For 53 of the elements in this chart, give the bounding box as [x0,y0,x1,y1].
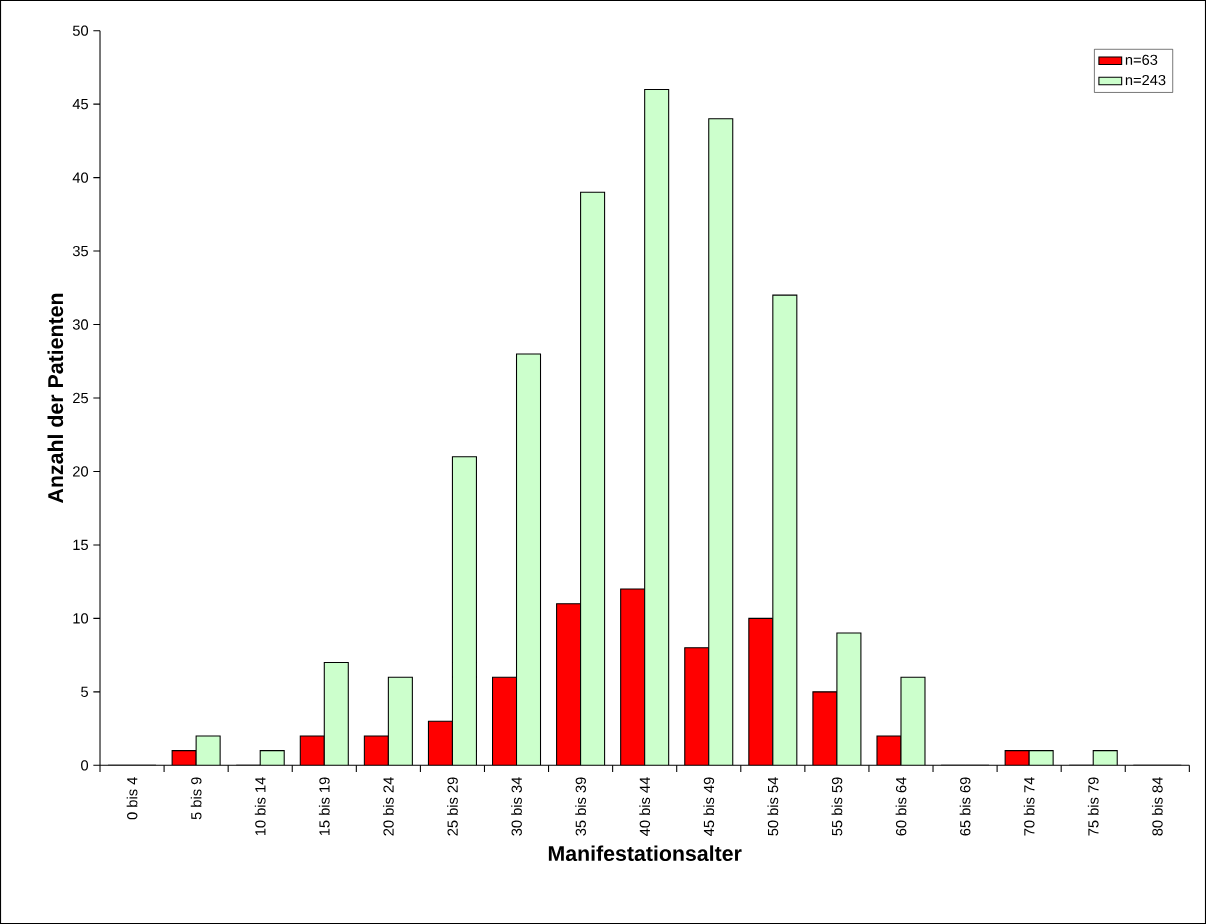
x-tick-label: 40 bis 44 [639,777,651,836]
legend-label: n=243 [1125,74,1166,86]
bar [388,677,413,766]
bar [836,633,861,766]
x-tick-label: 20 bis 24 [382,777,394,836]
x-axis-title: Manifestationsalter [548,845,742,862]
bar [900,677,925,766]
bar [364,735,389,766]
bar [452,456,477,766]
bar [516,353,541,766]
y-tick-label: 45 [72,99,88,110]
x-tick-label: 45 bis 49 [703,777,715,836]
bar [620,589,645,766]
bar [428,721,453,766]
x-tick-label: 25 bis 29 [447,777,458,836]
y-tick-label: 50 [72,25,89,36]
bar [1093,750,1118,766]
bar [644,89,669,766]
y-tick-label: 15 [73,539,88,551]
x-tick-label: 55 bis 59 [831,777,843,836]
bar [324,662,349,766]
y-tick-label: 35 [72,245,88,257]
bar [260,750,285,766]
y-tick-label: 0 [81,760,89,771]
x-tick-label: 60 bis 64 [895,777,907,836]
x-tick-label: 30 bis 34 [511,777,522,836]
x-tick-label: 65 bis 69 [959,777,971,836]
y-axis-title: Anzahl der Patienten [47,293,64,503]
bar [556,603,581,766]
bar [772,295,797,766]
y-tick-label: 25 [73,392,88,404]
bar [300,735,325,766]
x-tick-label: 50 bis 54 [767,777,779,836]
y-tick-label: 5 [81,686,89,697]
y-tick-label: 20 [73,466,89,477]
bar [580,192,605,766]
bar [812,691,837,766]
x-tick-label: 15 bis 19 [318,777,330,836]
x-tick-label: 80 bis 84 [1151,777,1163,836]
bar [708,118,733,766]
y-tick-label: 30 [72,319,89,330]
bar [492,677,517,766]
x-tick-label: 70 bis 74 [1023,777,1035,836]
y-tick-label: 10 [73,613,89,624]
x-tick-label: 5 bis 9 [190,777,202,820]
x-tick-label: 35 bis 39 [575,777,586,836]
legend-label: n=63 [1125,54,1158,66]
y-tick-label: 40 [72,172,89,183]
bar [748,618,773,766]
x-tick-label: 10 bis 14 [254,777,266,836]
bar [684,647,709,766]
x-tick-label: 0 bis 4 [126,777,138,820]
x-tick-label: 75 bis 79 [1087,777,1099,836]
